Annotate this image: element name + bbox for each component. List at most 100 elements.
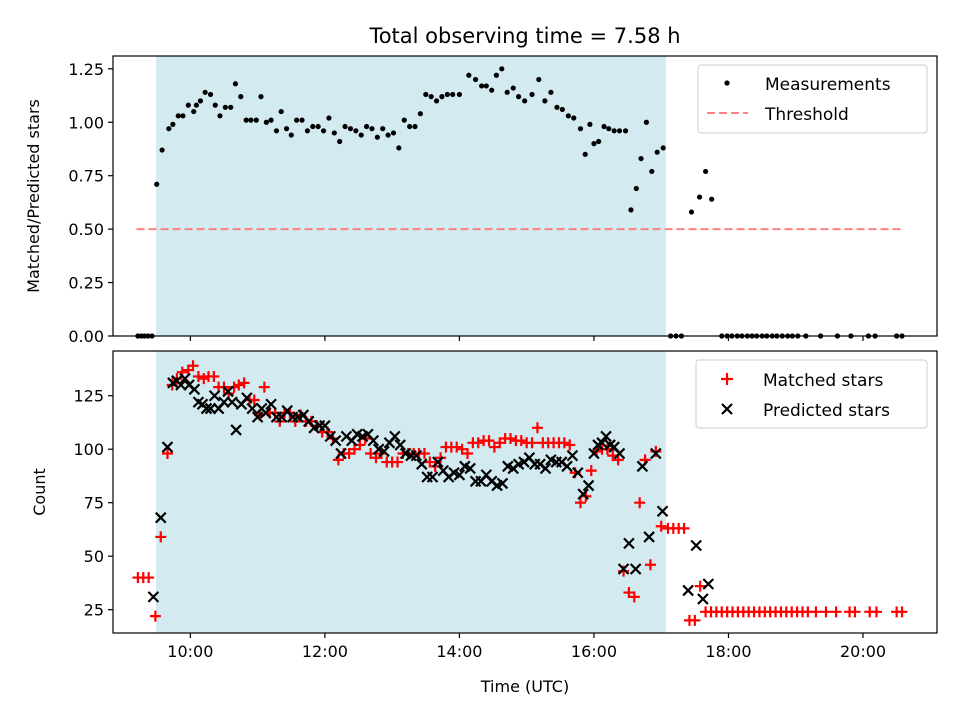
measurement-point [374,134,380,140]
x-tick-label: 14:00 [436,642,482,661]
measurement-point [554,104,560,110]
top-legend-frame [697,64,928,134]
y-tick-label: 0.75 [68,167,104,186]
measurement-point [222,104,228,110]
y-tick-label: 75 [84,494,104,513]
matched-star-point [515,435,527,447]
predicted-star-point [415,458,428,470]
x-tick-label: 12:00 [302,642,348,661]
predicted-star-point [154,511,167,524]
predicted-star-point [389,430,401,443]
predicted-star-point [259,407,272,419]
y-tick-label: 1.25 [68,60,104,79]
x-tick-label: 10:00 [167,642,213,661]
predicted-star-point [702,578,715,590]
measurement-point [522,98,528,104]
measurement-point [154,181,160,187]
predicted-star-point [623,537,635,550]
measurement-point [709,196,715,202]
measurement-point [326,115,332,121]
measurement-point [166,126,172,132]
y-tick-label: 50 [84,547,104,566]
predicted-star-point [682,584,694,597]
measurement-point [253,117,259,123]
measurement-point [337,138,343,145]
predicted-star-point [690,539,702,552]
measurement-point [587,121,593,127]
measurement-point [193,102,200,108]
y-tick-label: 0.00 [68,327,104,346]
measurement-point [565,113,571,119]
measurement-point [450,91,456,98]
measurement-point [412,123,418,130]
measurement-point [243,117,249,123]
measurement-point [310,123,316,130]
bottom-x-axis-label: Time (UTC) [480,677,569,696]
matched-star-point [810,606,822,618]
measurement-point [703,168,709,175]
measurement-point [283,126,290,132]
measurement-point [660,145,666,151]
measurement-point [207,91,214,98]
predicted-star-point [426,471,439,483]
measurement-point [633,185,639,192]
measurement-point [180,113,186,119]
matched-star-point [161,447,173,459]
measurement-point [358,132,364,138]
measurement-point [159,147,165,153]
legend-predicted-label: Predicted stars [763,401,890,421]
predicted-star-point [572,466,584,479]
top-legend: Measurements Threshold [697,64,928,134]
measurement-point [466,72,472,78]
measurement-point [369,126,375,132]
bottom-marks [132,360,908,626]
matched-star-point [289,415,301,427]
matched-star-point [531,422,543,434]
y-tick-label: 1.00 [68,113,104,132]
predicted-star-point [246,402,259,415]
measurement-point [238,94,244,100]
predicted-star-point [582,479,595,492]
measurement-point [611,128,617,134]
measurement-point [591,141,597,147]
bottom-axes-frame [112,350,938,634]
predicted-star-point [629,563,642,575]
matched-star-point [689,614,701,626]
predicted-star-point [613,447,626,460]
bottom-y-axis-label: Count [30,468,49,516]
measurement-point [202,89,208,95]
measurement-point [616,128,623,134]
measurement-point [396,145,402,151]
legend-predicted-marker [721,403,733,415]
matched-star-point [143,572,155,584]
measurement-point [606,126,612,132]
predicted-star-point [367,434,380,447]
measurement-point [510,85,516,91]
predicted-star-point [656,505,669,518]
matched-star-point [526,437,538,449]
legend-matched-marker [721,373,733,385]
measurement-point [299,117,305,123]
matched-star-point [208,370,220,382]
measurement-point [433,98,440,104]
predicted-star-point [378,445,390,458]
matched-star-point [585,465,597,477]
measurement-point [696,194,703,200]
y-tick-label: 0.50 [68,220,104,239]
matched-star-point [558,437,570,449]
x-tick-label: 18:00 [705,642,751,661]
measurement-point [268,117,274,123]
matched-star-point [392,456,404,468]
matched-star-point [574,497,586,509]
predicted-star-point [319,419,331,432]
predicted-star-point [636,460,649,473]
predicted-star-point [394,439,407,451]
measurement-point [347,126,354,132]
measurement-point [320,128,327,134]
predicted-star-point [432,456,444,468]
y-tick-label: 25 [84,601,104,620]
predicted-star-point [188,383,201,396]
measurement-point [170,121,176,127]
predicted-star-point [265,398,277,411]
